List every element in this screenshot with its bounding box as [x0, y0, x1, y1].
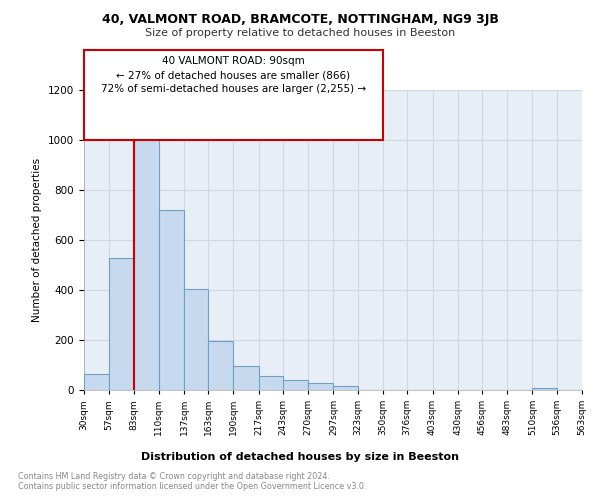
Y-axis label: Number of detached properties: Number of detached properties: [32, 158, 43, 322]
Text: Size of property relative to detached houses in Beeston: Size of property relative to detached ho…: [145, 28, 455, 38]
Bar: [134, 140, 159, 390]
Bar: [308, 382, 334, 390]
Bar: [259, 376, 283, 390]
Bar: [184, 289, 208, 390]
Bar: [208, 341, 233, 390]
Text: Contains HM Land Registry data © Crown copyright and database right 2024.: Contains HM Land Registry data © Crown c…: [18, 472, 330, 481]
Bar: [84, 374, 109, 390]
Bar: [334, 386, 358, 390]
Bar: [283, 380, 308, 390]
Text: 40, VALMONT ROAD, BRAMCOTE, NOTTINGHAM, NG9 3JB: 40, VALMONT ROAD, BRAMCOTE, NOTTINGHAM, …: [101, 12, 499, 26]
Bar: [109, 258, 134, 390]
Bar: [159, 210, 184, 390]
Text: ← 27% of detached houses are smaller (866): ← 27% of detached houses are smaller (86…: [116, 70, 350, 80]
Text: Distribution of detached houses by size in Beeston: Distribution of detached houses by size …: [141, 452, 459, 462]
Bar: [532, 388, 557, 390]
Text: Contains public sector information licensed under the Open Government Licence v3: Contains public sector information licen…: [18, 482, 367, 491]
Text: 72% of semi-detached houses are larger (2,255) →: 72% of semi-detached houses are larger (…: [101, 84, 366, 94]
Text: 40 VALMONT ROAD: 90sqm: 40 VALMONT ROAD: 90sqm: [162, 56, 305, 66]
Bar: [233, 366, 259, 390]
